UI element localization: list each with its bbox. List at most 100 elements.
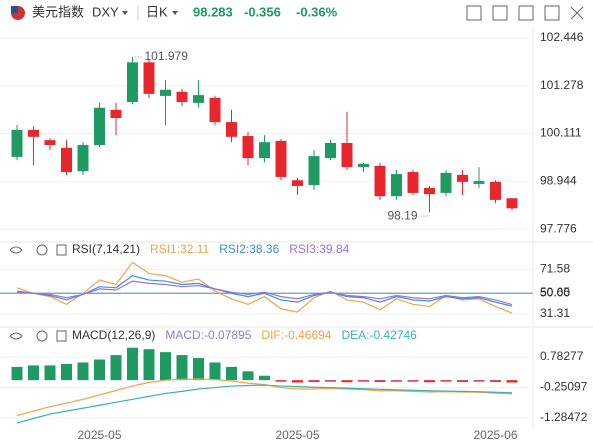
rsi-line — [16, 280, 513, 306]
rsi-line — [16, 261, 513, 314]
macd-bar — [292, 380, 303, 383]
macd-bar — [424, 380, 435, 383]
y-tick-label: -0.25097 — [540, 380, 588, 394]
macd-bar — [193, 358, 204, 381]
high-label: 101.979 — [145, 49, 189, 63]
y-tick-label: -1.28472 — [540, 410, 588, 424]
y-tick-label: 31.31 — [540, 306, 570, 320]
macd-bar — [61, 363, 72, 381]
candle-body — [61, 147, 72, 173]
legend-entry: RSI3:39.84 — [289, 242, 349, 256]
y-tick-label: 102.446 — [540, 30, 584, 44]
legend-entry: MACD:-0.07895 — [165, 328, 251, 342]
legend-entry: RSI2:38.36 — [219, 242, 279, 256]
x-tick-label: 2025-05 — [275, 428, 319, 442]
macd-bar — [143, 349, 155, 381]
macd-bar — [242, 371, 254, 381]
candle-body — [160, 89, 171, 96]
dropdown-arrow[interactable] — [122, 11, 128, 15]
indicator-title: RSI(7,14,21) — [72, 242, 140, 256]
macd-bar — [77, 362, 89, 381]
y-tick-label: 50.00 — [540, 285, 570, 299]
period[interactable]: 日K — [146, 4, 168, 19]
candle-body — [407, 172, 419, 193]
macd-bar — [341, 380, 353, 383]
candle-body — [506, 198, 518, 209]
macd-bar — [407, 380, 419, 382]
macd-bar — [259, 375, 270, 381]
tool-icon[interactable] — [466, 5, 482, 21]
candle-body — [391, 174, 402, 197]
indicator-icon[interactable] — [56, 330, 67, 342]
candle-body — [176, 91, 188, 103]
x-tick-label: 2025-05 — [77, 428, 121, 442]
tool-icon[interactable] — [492, 5, 508, 21]
rsi-line — [16, 275, 513, 307]
candle-body — [341, 142, 353, 168]
indicator-icon[interactable] — [56, 244, 67, 256]
candle-body — [226, 122, 237, 137]
legend-entry: RSI1:32.11 — [150, 242, 209, 256]
macd-line — [16, 384, 513, 424]
y-tick-label: 97.776 — [540, 221, 577, 235]
candle-body — [275, 140, 287, 177]
tool-icon[interactable] — [544, 5, 560, 21]
candle-body — [457, 174, 468, 182]
toolbar — [466, 5, 584, 21]
candle-body — [77, 145, 89, 172]
candle-body — [424, 188, 435, 195]
y-tick-label: 50.65 — [540, 285, 570, 299]
candle-body — [110, 109, 122, 119]
macd-bar — [94, 359, 105, 381]
macd-bar — [127, 347, 138, 381]
macd-bar — [325, 380, 336, 382]
candle-body — [94, 107, 105, 146]
close-icon[interactable] — [570, 6, 584, 20]
indicator-title: MACD(12,26,9) — [72, 328, 155, 342]
macd-bar — [506, 380, 518, 383]
settings-icon[interactable] — [36, 244, 48, 256]
macd-bar — [11, 366, 23, 381]
eye-icon[interactable] — [9, 246, 23, 254]
macd-header-icons — [9, 330, 67, 342]
candle-body — [44, 140, 56, 146]
tool-icon[interactable] — [518, 5, 534, 21]
candle-body — [28, 129, 39, 137]
y-tick-label: 101.278 — [540, 78, 584, 92]
macd-bar — [160, 352, 171, 381]
candle-body — [127, 62, 138, 103]
macd-bar — [275, 380, 287, 382]
candle-body — [490, 181, 501, 200]
macd-bar — [226, 366, 237, 381]
macd-bar — [44, 365, 56, 381]
settings-icon[interactable] — [36, 330, 48, 342]
macd-bar — [209, 362, 221, 381]
last-price: 98.283 — [193, 4, 233, 19]
low-label: 98.19 — [387, 208, 417, 222]
candle-body — [358, 163, 369, 168]
flag-canton — [11, 6, 18, 13]
candle-body — [242, 136, 254, 159]
price-change-pct: -0.36% — [296, 4, 338, 19]
candle-body — [209, 97, 221, 123]
macd-bar — [473, 380, 485, 382]
macd-bar — [391, 380, 402, 382]
macd-bar — [490, 380, 501, 382]
dropdown-arrow[interactable] — [172, 11, 178, 15]
y-tick-label: 100.111 — [540, 126, 582, 140]
candle-body — [374, 165, 386, 197]
y-tick-label: 0.78277 — [540, 349, 584, 363]
candle-body — [440, 172, 452, 193]
macd-bar — [374, 380, 386, 382]
candle-body — [292, 180, 303, 186]
legend-entry: DIF:-0.46694 — [261, 328, 331, 342]
candle-body — [473, 181, 485, 184]
eye-icon[interactable] — [9, 332, 23, 340]
macd-bar — [440, 380, 452, 382]
candle-body — [308, 156, 320, 186]
instrument-symbol: DXY — [92, 4, 119, 19]
macd-bar — [308, 380, 320, 382]
candle-body — [193, 95, 204, 103]
macd-bar — [110, 355, 122, 381]
